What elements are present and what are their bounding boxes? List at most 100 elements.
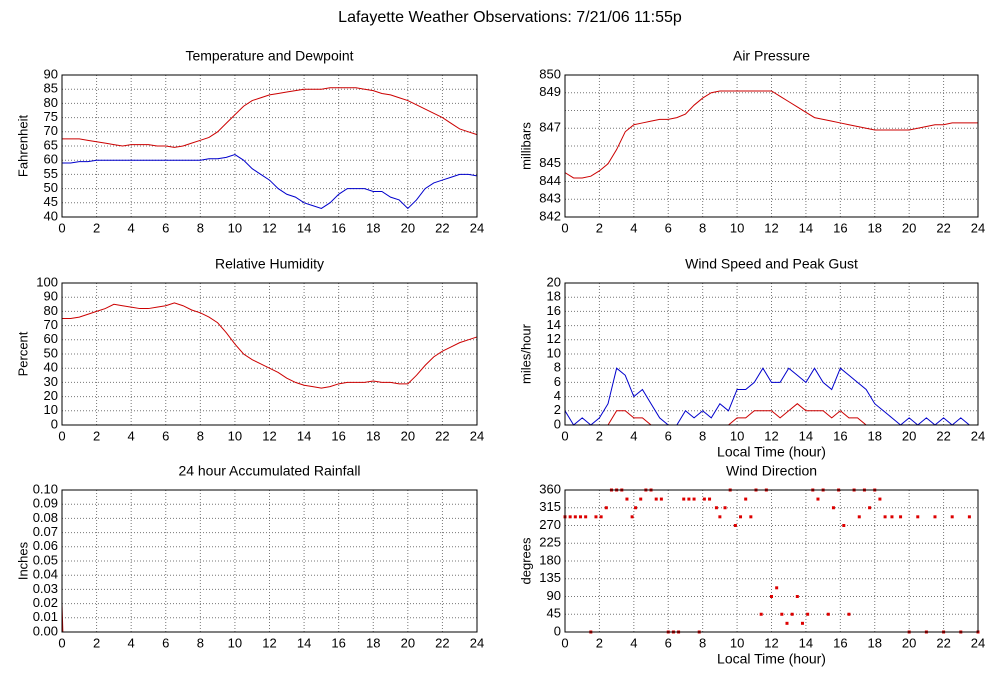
data-point: [950, 515, 954, 519]
y-tick-label: 180: [539, 552, 561, 567]
data-point: [775, 586, 779, 590]
data-point: [785, 621, 789, 625]
y-tick-label: 70: [44, 317, 58, 332]
x-axis-label: Local Time (hour): [717, 651, 826, 667]
data-point: [899, 515, 903, 519]
y-axis-label: Fahrenheit: [15, 115, 30, 178]
plot-frame: [564, 74, 979, 218]
x-tick-label: 8: [699, 220, 706, 235]
y-tick-label: 85: [44, 81, 58, 96]
x-tick-label: 4: [630, 635, 637, 650]
y-tick-label: 360: [539, 481, 561, 496]
x-tick-label: 16: [833, 428, 847, 443]
x-tick-label: 24: [470, 428, 484, 443]
y-tick-label: 75: [44, 109, 58, 124]
data-line: [62, 302, 478, 389]
y-tick-label: 50: [44, 180, 58, 195]
y-tick-label: 0.00: [33, 623, 58, 638]
x-tick-label: 6: [162, 428, 169, 443]
x-tick-label: 8: [197, 220, 204, 235]
data-point: [639, 497, 643, 501]
y-tick-label: 315: [539, 499, 561, 514]
y-tick-label: 45: [44, 194, 58, 209]
x-tick-label: 18: [366, 428, 380, 443]
y-tick-label: 60: [44, 331, 58, 346]
x-tick-label: 8: [699, 635, 706, 650]
x-tick-label: 18: [366, 220, 380, 235]
x-tick-label: 6: [162, 220, 169, 235]
y-axis-label: miles/hour: [518, 323, 533, 384]
x-tick-label: 8: [197, 428, 204, 443]
y-tick-label: 65: [44, 137, 58, 152]
data-point: [692, 497, 696, 501]
data-point: [759, 612, 763, 616]
chart-title: Temperature and Dewpoint: [185, 48, 353, 64]
x-tick-label: 20: [401, 428, 415, 443]
x-tick-label: 22: [435, 220, 449, 235]
page-title: Lafayette Weather Observations: 7/21/06 …: [338, 9, 682, 26]
x-tick-label: 24: [971, 635, 985, 650]
y-tick-label: 0.09: [33, 496, 58, 511]
x-tick-label: 24: [971, 428, 985, 443]
y-tick-label: 843: [539, 191, 561, 206]
plot-frame: [61, 282, 478, 426]
y-tick-label: 847: [539, 120, 561, 135]
data-point: [916, 515, 920, 519]
chart-title: Relative Humidity: [215, 256, 324, 272]
x-tick-label: 4: [128, 635, 135, 650]
y-tick-label: 0.02: [33, 595, 58, 610]
plot-area: [565, 490, 978, 632]
x-tick-label: 6: [665, 220, 672, 235]
x-tick-label: 20: [902, 220, 916, 235]
x-tick-label: 2: [93, 428, 100, 443]
chart-title: Wind Speed and Peak Gust: [685, 256, 858, 272]
data-point: [733, 524, 737, 527]
data-point: [599, 515, 603, 519]
data-point: [682, 497, 686, 501]
data-point: [687, 497, 691, 501]
x-tick-label: 8: [699, 428, 706, 443]
x-tick-label: 20: [401, 635, 415, 650]
y-tick-label: 18: [547, 289, 561, 304]
x-tick-label: 12: [764, 220, 778, 235]
x-tick-label: 20: [902, 428, 916, 443]
x-tick-label: 14: [297, 428, 311, 443]
data-point: [868, 506, 872, 510]
y-tick-label: 14: [547, 317, 561, 332]
y-tick-label: 849: [539, 84, 561, 99]
x-tick-label: 16: [331, 428, 345, 443]
data-point: [584, 515, 588, 519]
x-tick-label: 6: [162, 635, 169, 650]
x-tick-label: 10: [730, 220, 744, 235]
y-tick-label: 80: [44, 95, 58, 110]
x-tick-label: 0: [58, 220, 65, 235]
data-point: [780, 612, 784, 616]
y-tick-label: 0.03: [33, 581, 58, 596]
data-point: [594, 515, 598, 519]
y-tick-label: 30: [44, 374, 58, 389]
data-point: [744, 497, 748, 501]
y-tick-label: 0.06: [33, 538, 58, 553]
x-tick-label: 24: [470, 220, 484, 235]
x-tick-label: 10: [228, 220, 242, 235]
x-tick-label: 0: [561, 428, 568, 443]
data-point: [634, 506, 638, 510]
y-tick-label: 90: [44, 289, 58, 304]
x-tick-label: 0: [58, 635, 65, 650]
data-point: [708, 497, 712, 501]
data-point: [604, 506, 608, 510]
y-tick-label: 100: [36, 274, 58, 289]
chart-title: 24 hour Accumulated Rainfall: [178, 463, 360, 479]
y-tick-label: 2: [554, 402, 561, 417]
y-tick-label: 40: [44, 360, 58, 375]
y-tick-label: 20: [44, 388, 58, 403]
data-point: [625, 497, 629, 501]
data-point: [790, 612, 794, 616]
x-tick-label: 2: [93, 635, 100, 650]
y-tick-label: 10: [547, 345, 561, 360]
y-tick-label: 40: [44, 208, 58, 223]
y-tick-label: 80: [44, 303, 58, 318]
x-tick-label: 14: [799, 220, 813, 235]
x-tick-label: 12: [262, 428, 276, 443]
x-tick-label: 18: [366, 635, 380, 650]
